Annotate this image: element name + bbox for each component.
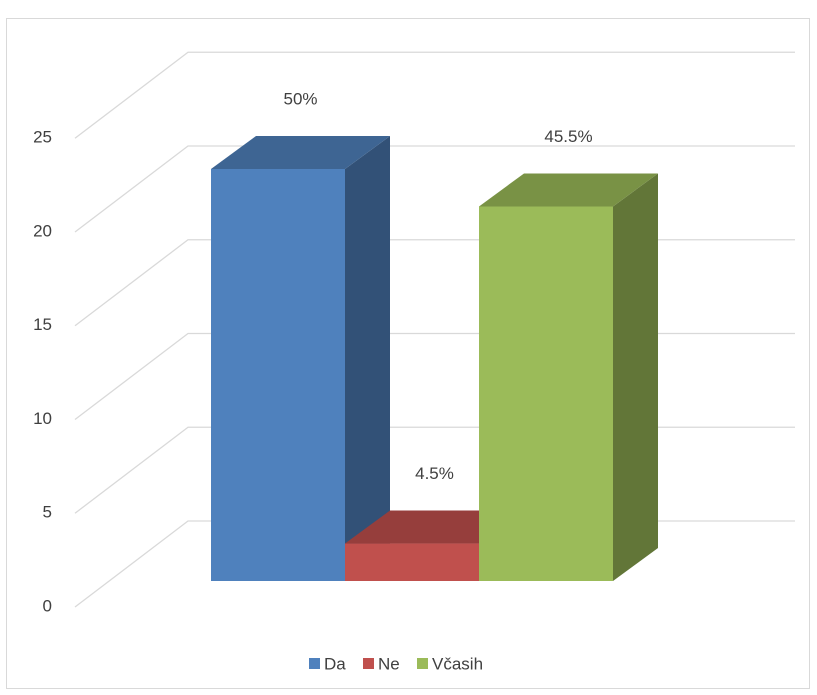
- bar-front: [479, 206, 613, 581]
- bar-front: [211, 168, 345, 581]
- y-tick-label: 15: [33, 315, 52, 334]
- chart-border: [6, 18, 810, 689]
- y-tick-label: 10: [33, 409, 52, 428]
- bar-top: [211, 135, 390, 169]
- bar-top: [479, 173, 658, 207]
- y-tick-label: 0: [43, 596, 52, 615]
- y-tick-label: 25: [33, 128, 52, 147]
- legend-swatch: [363, 658, 374, 669]
- data-label: 4.5%: [415, 464, 454, 483]
- legend-label: Da: [324, 654, 346, 673]
- data-label: 50%: [283, 89, 317, 108]
- bar-side: [613, 173, 658, 581]
- legend-swatch: [417, 658, 428, 669]
- legend-label: Ne: [378, 654, 400, 673]
- bar-front: [345, 543, 479, 581]
- y-tick-label: 5: [43, 503, 52, 522]
- y-tick-label: 20: [33, 221, 52, 240]
- grid-line: [74, 51, 795, 139]
- legend-swatch: [309, 658, 320, 669]
- legend-label: Včasih: [432, 654, 483, 673]
- grid-line: [74, 145, 795, 233]
- data-label: 45.5%: [544, 127, 592, 146]
- bar-side: [345, 135, 390, 581]
